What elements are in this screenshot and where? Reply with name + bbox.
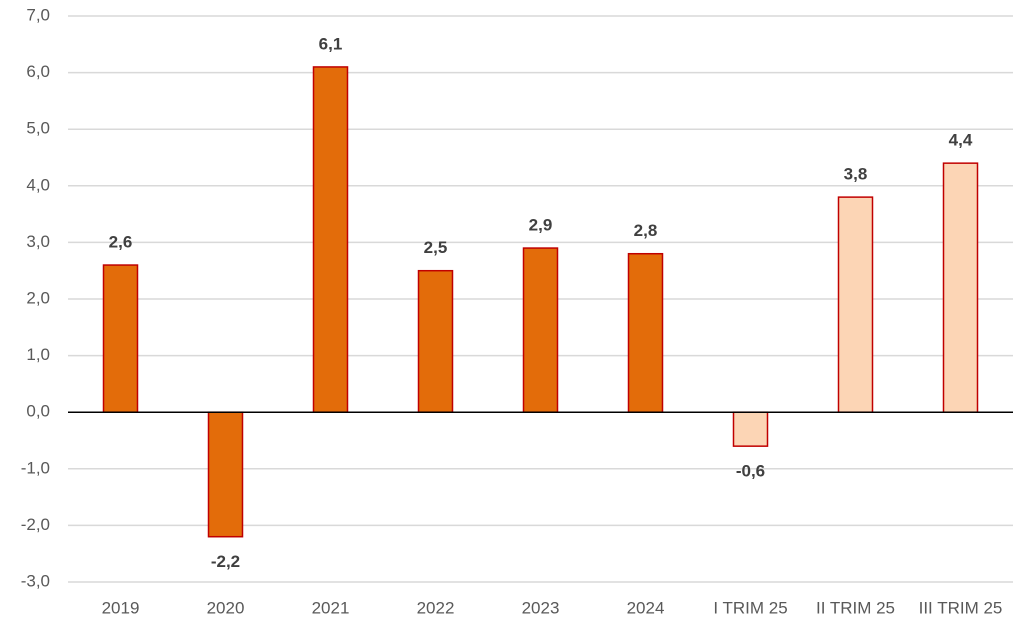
bar <box>627 252 664 413</box>
x-tick-label: I TRIM 25 <box>713 598 787 617</box>
x-tick-label: 2021 <box>312 598 350 617</box>
bar <box>837 196 874 413</box>
x-tick-label: 2019 <box>102 598 140 617</box>
value-label: 2,9 <box>529 216 553 235</box>
y-tick-label: -2,0 <box>21 515 50 534</box>
value-label: 3,8 <box>844 165 868 184</box>
value-label: 6,1 <box>319 34 343 53</box>
y-tick-label: 2,0 <box>26 288 50 307</box>
x-tick-label: III TRIM 25 <box>919 598 1003 617</box>
x-tick-label: 2020 <box>207 598 245 617</box>
y-tick-label: 7,0 <box>26 5 50 24</box>
value-label: 2,8 <box>634 221 658 240</box>
value-label: 2,5 <box>424 238 448 257</box>
value-label: -2,2 <box>211 552 240 571</box>
x-tick-label: 2024 <box>627 598 665 617</box>
value-label: -0,6 <box>736 462 765 481</box>
y-tick-label: -1,0 <box>21 458 50 477</box>
bar <box>417 269 454 413</box>
value-label: 4,4 <box>949 131 973 150</box>
y-tick-label: 4,0 <box>26 175 50 194</box>
x-tick-label: 2023 <box>522 598 560 617</box>
value-label: 2,6 <box>109 233 133 252</box>
y-tick-label: 6,0 <box>26 62 50 81</box>
y-tick-label: 1,0 <box>26 345 50 364</box>
y-tick-label: 0,0 <box>26 402 50 421</box>
y-tick-label: -3,0 <box>21 571 50 590</box>
bar <box>207 411 244 538</box>
bar <box>522 247 559 413</box>
bar <box>312 66 349 413</box>
x-tick-label: 2022 <box>417 598 455 617</box>
y-tick-label: 3,0 <box>26 232 50 251</box>
bar <box>732 411 769 447</box>
y-tick-label: 5,0 <box>26 119 50 138</box>
bar <box>102 264 139 413</box>
bar <box>942 162 979 413</box>
x-tick-label: II TRIM 25 <box>816 598 895 617</box>
